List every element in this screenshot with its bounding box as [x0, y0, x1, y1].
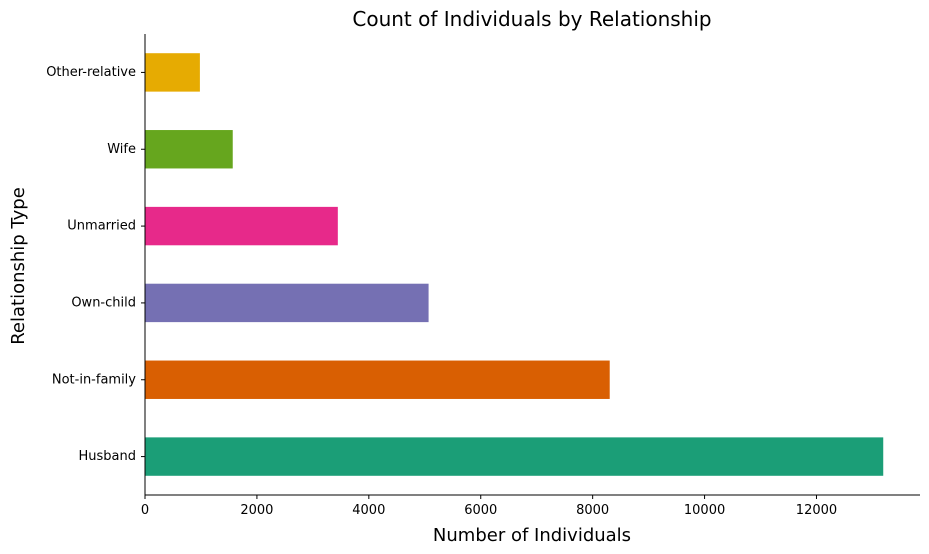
- x-tick-label-2000: 2000: [240, 503, 273, 518]
- x-tick-label-12000: 12000: [796, 503, 837, 518]
- bar-other-relative: [145, 53, 200, 92]
- x-tick-label-8000: 8000: [576, 503, 609, 518]
- bar-not-in-family: [145, 360, 610, 399]
- x-tick-label-10000: 10000: [684, 503, 725, 518]
- x-tick-label-6000: 6000: [464, 503, 497, 518]
- x-tick-label-4000: 4000: [352, 503, 385, 518]
- y-axis-label: Relationship Type: [8, 187, 29, 345]
- bar-unmarried: [145, 206, 338, 246]
- y-tick-label-unmarried: Unmarried: [67, 219, 136, 234]
- x-tick-label-0: 0: [141, 503, 149, 518]
- chart-title: Count of Individuals by Relationship: [352, 7, 711, 31]
- y-tick-label-husband: Husband: [79, 449, 137, 464]
- plot-area: Husband Not-in-family Own-child Unmarried Wi…: [46, 34, 920, 518]
- x-axis-label: Number of Individuals: [433, 525, 631, 546]
- y-tick-label-own-child: Own-child: [71, 295, 136, 310]
- y-tick-label-not-in-family: Not-in-family: [52, 372, 136, 387]
- bar-own-child: [145, 283, 429, 323]
- bar-wife: [145, 130, 233, 169]
- y-tick-label-other-relative: Other-relative: [46, 65, 136, 80]
- y-tick-label-wife: Wife: [107, 142, 136, 157]
- bar-husband: [145, 437, 884, 476]
